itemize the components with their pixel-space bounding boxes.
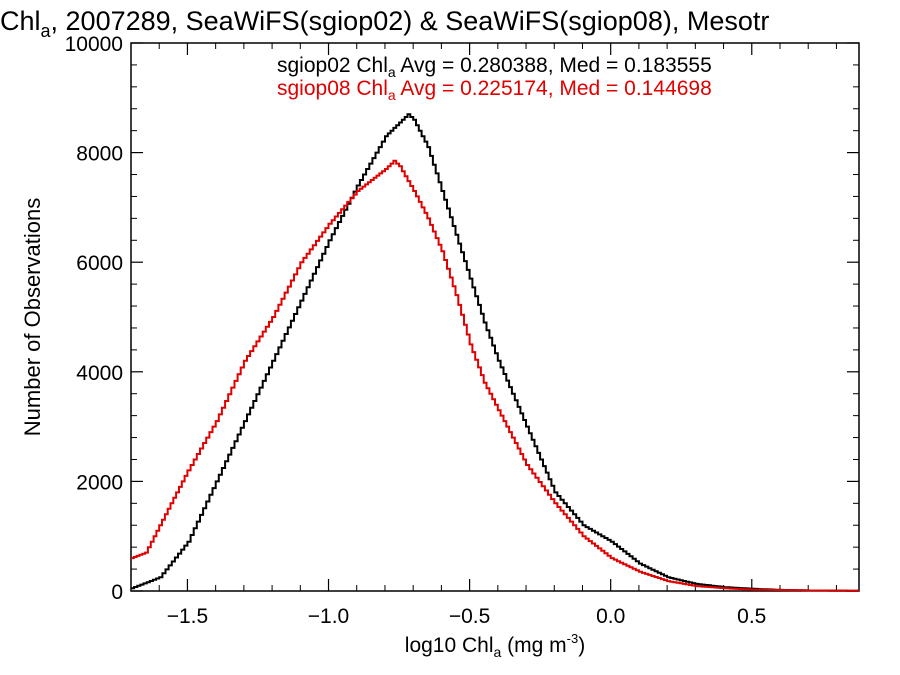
annotation-sgiop08-sub: a: [388, 87, 396, 103]
annotation-sgiop02-pre: sgiop02 Chl: [277, 54, 388, 77]
x-axis-label-sub: a: [494, 644, 502, 660]
x-tick-label: −1.5: [167, 605, 208, 628]
x-tick-label: −1.0: [308, 605, 349, 628]
annotation-sgiop08-post: Avg = 0.225174, Med = 0.144698: [396, 77, 712, 100]
y-axis-ticks: 0 2000 4000 6000 8000 10000: [65, 33, 859, 604]
series-line-sgiop02: [131, 113, 859, 592]
annotation-sgiop02: sgiop02 Chla Avg = 0.280388, Med = 0.183…: [277, 54, 712, 80]
series-line-sgiop08: [131, 159, 859, 592]
y-tick-label: 6000: [76, 252, 123, 275]
x-tick-label: 0.5: [737, 605, 766, 628]
y-tick-label: 0: [111, 581, 123, 604]
series-group: [131, 113, 859, 592]
x-axis-label: log10 Chla (mg m-3): [405, 631, 585, 660]
x-axis-label-pre: log10 Chl: [405, 634, 494, 657]
chart-title-main: Chl: [0, 6, 41, 36]
x-axis-label-sup: -3: [567, 631, 579, 646]
annotation-sgiop08: sgiop08 Chla Avg = 0.225174, Med = 0.144…: [277, 77, 712, 103]
chart-title-rest: , 2007289, SeaWiFS(sgiop02) & SeaWiFS(sg…: [51, 6, 770, 36]
chart-title: Chla, 2007289, SeaWiFS(sgiop02) & SeaWiF…: [0, 6, 769, 41]
x-axis-label-post: (mg m: [501, 634, 566, 657]
x-tick-label: −0.5: [449, 605, 490, 628]
x-axis-label-end: ): [578, 634, 585, 657]
y-tick-label: 4000: [76, 362, 123, 385]
plot-frame: [130, 42, 860, 592]
annotation-sgiop02-post: Avg = 0.280388, Med = 0.183555: [396, 54, 712, 77]
y-tick-label: 8000: [76, 143, 123, 166]
x-tick-label: 0.0: [596, 605, 625, 628]
annotation-sgiop02-sub: a: [388, 64, 396, 80]
annotation-sgiop08-pre: sgiop08 Chl: [277, 77, 388, 100]
y-tick-label: 10000: [65, 33, 123, 56]
y-tick-label: 2000: [76, 471, 123, 494]
chart-title-sub: a: [41, 21, 52, 41]
y-axis-label: Number of Observations: [20, 198, 45, 436]
x-axis-ticks: −1.5 −1.0 −0.5 0.0 0.5: [130, 43, 837, 628]
